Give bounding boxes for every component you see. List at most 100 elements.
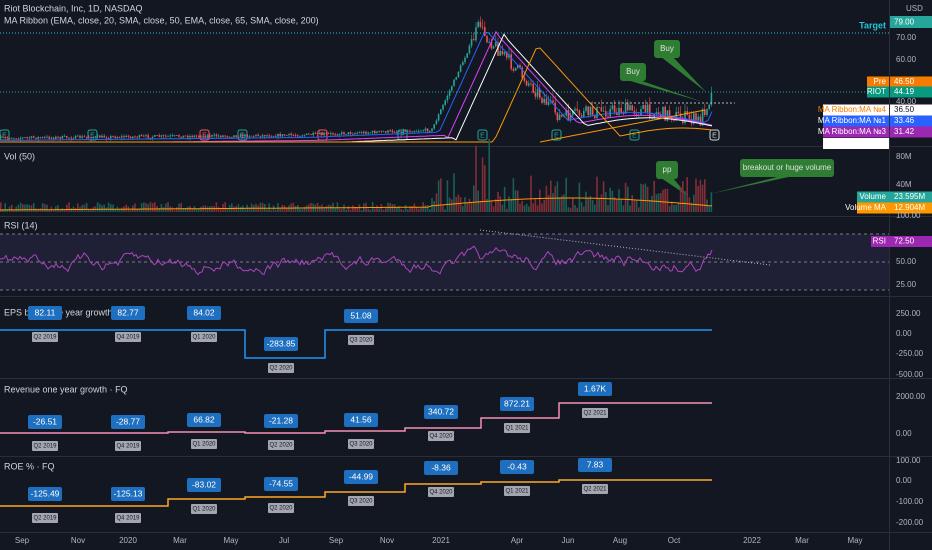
candle [292,134,295,136]
price-tick: 70.00 [896,33,917,42]
candle [539,88,541,98]
price-label-box [867,86,889,98]
candle [391,130,394,133]
value-badge [344,413,378,427]
volume-bar [554,186,556,212]
candle [710,92,713,105]
candle [101,135,103,138]
volume-bar [567,207,570,212]
candle [589,106,592,116]
candle [41,136,44,138]
volume-bar [598,198,600,212]
candle [475,27,477,41]
candle [68,137,70,139]
candle [151,136,154,138]
volume-bar [594,204,596,212]
candle [404,130,407,132]
volume-bar [635,200,638,212]
badge-value: -283.85 [267,338,296,348]
candle [426,128,429,132]
earnings-letter: E [480,132,485,139]
quarter-badge [268,363,294,373]
candle [167,136,169,137]
candle [459,65,462,72]
candle [237,136,240,138]
candle [114,136,116,139]
ma-ribbon-line [0,31,713,141]
candle [63,136,66,137]
earnings-icon [709,129,720,141]
volume-bar [506,208,508,212]
volume-bar [349,209,352,212]
candle [299,135,301,137]
candle [398,131,400,133]
candle [444,100,446,105]
volume-bar [462,205,464,212]
candle [466,53,468,58]
x-tick-label: Sep [329,536,344,545]
candle [215,134,218,137]
candle [158,135,160,137]
volume-bar [198,208,200,212]
candle [189,135,191,138]
candle [305,133,308,135]
candle [59,136,61,139]
candle [585,106,587,111]
volume-bar [429,209,431,212]
candle [675,111,677,121]
volume-bar [433,201,435,212]
volume-bar [286,207,288,212]
badge-quarter: Q4 2020 [429,490,453,496]
volume-bar [334,208,336,212]
volume-bar [446,180,449,212]
price-label-name: MA Ribbon:MA №4 [818,105,887,114]
badge-value: -28.77 [116,416,140,426]
candle [418,130,420,132]
volume-bar [475,145,477,212]
price-label-name: MA Ribbon:MA №1 [818,116,887,125]
volume-bar [607,205,609,212]
volume-bar [545,185,548,212]
candle [371,130,374,133]
candle [668,110,671,118]
candle [35,137,37,139]
eps-tick: 250.00 [896,309,921,318]
candle [154,135,156,137]
volume-bar [420,207,422,212]
volume-bar [376,205,378,212]
candle [94,136,97,138]
candle [380,130,383,132]
volume-bar [44,204,46,212]
candle [411,131,413,133]
volume-bar [323,207,325,212]
volume-bar [292,202,295,212]
candle [246,134,248,137]
volume-bar [576,207,578,212]
candle [442,104,444,110]
candle [481,26,484,28]
candle [213,134,215,136]
volume-bar [46,204,48,212]
quarter-badge [428,487,454,497]
volume-bar [83,204,86,212]
candle [121,136,123,138]
volume-bar [68,202,70,212]
candle [407,130,409,132]
volume-bar [479,200,482,212]
badge-quarter: Q2 2020 [269,443,293,449]
candle [543,98,545,103]
candle [657,112,660,115]
volume-bar [523,205,526,212]
volume-bar [415,207,418,212]
candle [239,134,242,137]
candle [567,110,570,121]
volume-bar [382,209,385,212]
candle [484,27,486,37]
volume-bar [605,192,607,212]
candle [506,52,508,58]
value-badge [28,487,62,501]
target-name: Target [859,20,886,30]
volume-bar [413,203,416,212]
quarter-badge [115,332,141,342]
candle [699,116,702,126]
